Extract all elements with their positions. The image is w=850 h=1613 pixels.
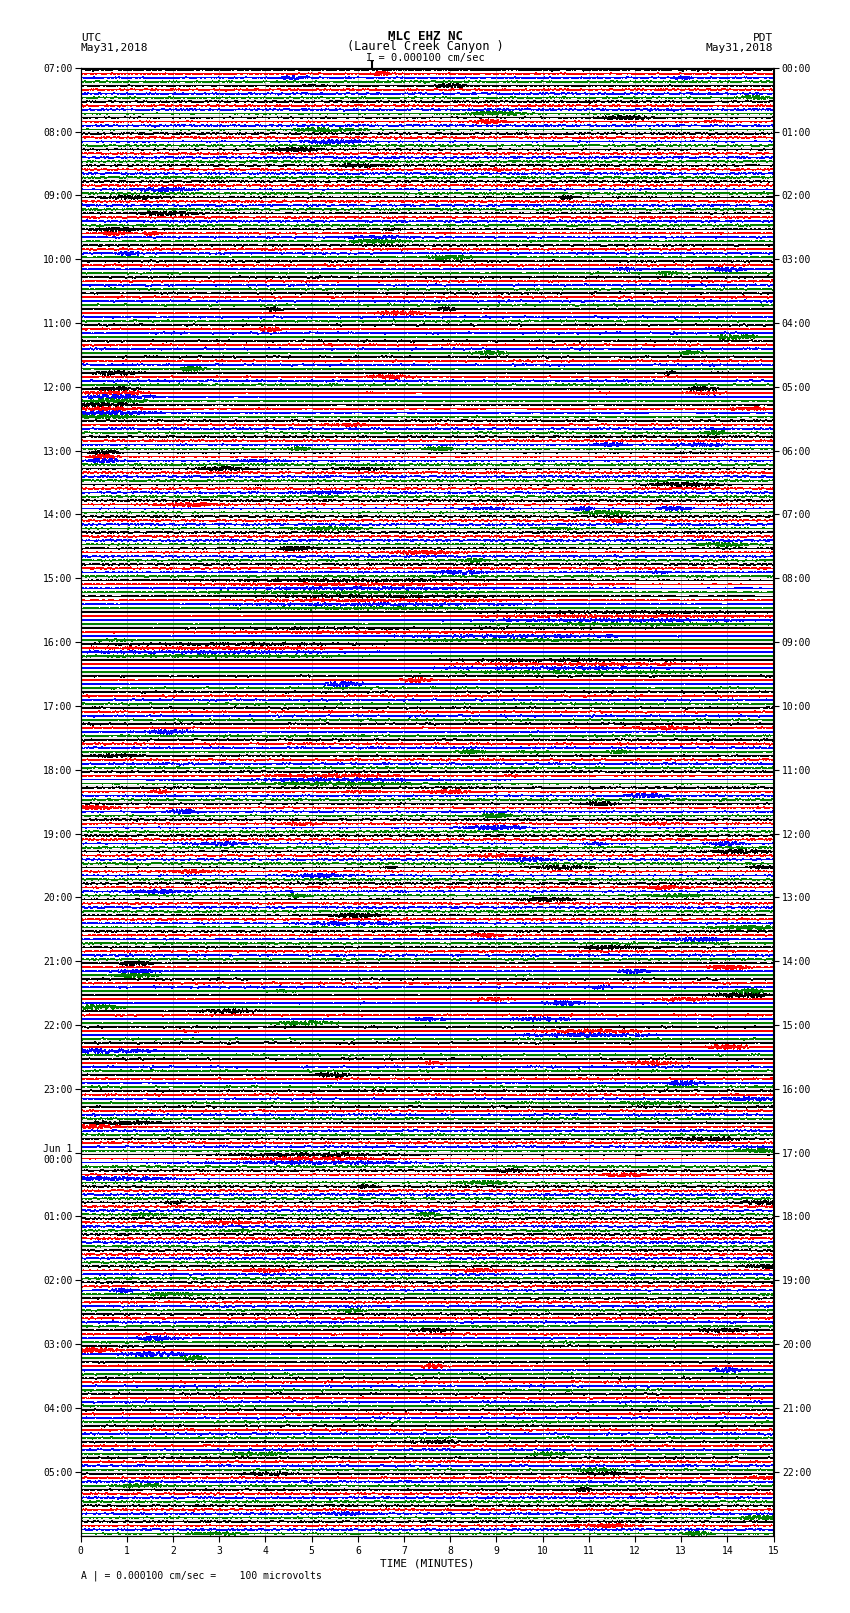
X-axis label: TIME (MINUTES): TIME (MINUTES) <box>380 1558 474 1569</box>
Text: May31,2018: May31,2018 <box>81 44 148 53</box>
Text: MLC EHZ NC: MLC EHZ NC <box>388 29 462 44</box>
Text: I = 0.000100 cm/sec: I = 0.000100 cm/sec <box>366 53 484 63</box>
Text: PDT: PDT <box>753 32 774 44</box>
Text: UTC: UTC <box>81 32 101 44</box>
Text: A | = 0.000100 cm/sec =    100 microvolts: A | = 0.000100 cm/sec = 100 microvolts <box>81 1569 321 1581</box>
Text: May31,2018: May31,2018 <box>706 44 774 53</box>
Text: (Laurel Creek Canyon ): (Laurel Creek Canyon ) <box>347 40 503 53</box>
